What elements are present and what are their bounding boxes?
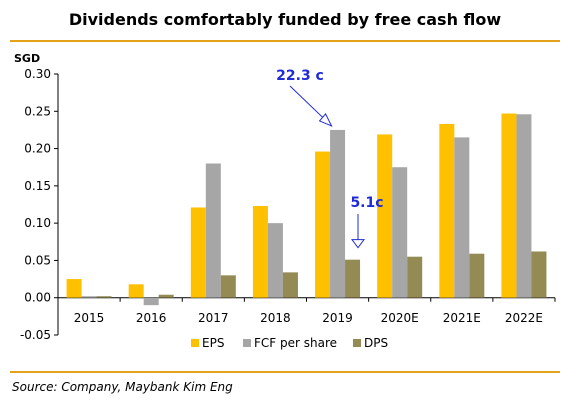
bar-dps-2019: [345, 259, 361, 298]
bar-eps-2015: [66, 279, 82, 298]
x-tick-label: 2015: [74, 311, 105, 325]
y-tick-label: 0.00: [24, 291, 51, 305]
bar-fcf-per-share-2018: [267, 223, 283, 298]
bar-fcf-per-share-2015: [81, 296, 97, 298]
bar-dps-2016: [158, 294, 174, 298]
bar-eps-2019: [315, 151, 331, 298]
annotation-arrowhead: [351, 239, 365, 249]
legend-label-fcf-per-share: FCF per share: [254, 336, 337, 350]
bar-fcf-per-share-2016: [143, 297, 159, 306]
chart-title: Dividends comfortably funded by free cas…: [68, 10, 502, 29]
legend-swatch-eps: [191, 339, 199, 347]
y-tick-label: 0.30: [24, 67, 51, 81]
x-tick-label: 2018: [260, 311, 291, 325]
legend-label-dps: DPS: [364, 336, 388, 350]
legend-label-eps: EPS: [202, 336, 224, 350]
bar-dps-2020e: [407, 256, 423, 298]
annotation-label: 22.3 c: [276, 68, 324, 84]
bar-dps-2022e: [531, 251, 547, 298]
y-axis-unit: SGD: [14, 52, 40, 65]
x-tick-label: 2016: [136, 311, 167, 325]
bar-eps-2016: [128, 284, 144, 298]
x-tick-label: 2020E: [381, 311, 419, 325]
bar-dps-2017: [220, 275, 236, 298]
bar-eps-2018: [252, 205, 268, 298]
bar-fcf-per-share-2020e: [392, 167, 408, 298]
legend-swatch-fcf-per-share: [243, 339, 251, 347]
y-tick-label: 0.25: [24, 104, 51, 118]
bottom-rule: [10, 371, 560, 373]
bar-eps-2021e: [439, 123, 455, 298]
y-tick-label: -0.05: [20, 328, 51, 342]
y-tick-label: 0.10: [24, 216, 51, 230]
legend-swatch-dps: [353, 339, 361, 347]
source-note: Source: Company, Maybank Kim Eng: [12, 380, 233, 394]
bar-eps-2020e: [377, 134, 393, 298]
bar-eps-2017: [190, 207, 206, 298]
bar-fcf-per-share-2022e: [516, 114, 532, 298]
bar-dps-2015: [96, 296, 112, 298]
bar-dps-2018: [282, 272, 298, 298]
annotation-label: 5.1c: [350, 195, 383, 211]
bar-dps-2021e: [469, 253, 485, 298]
bar-fcf-per-share-2021e: [454, 137, 470, 298]
bar-fcf-per-share-2019: [330, 129, 346, 298]
y-tick-label: 0.20: [24, 142, 51, 156]
x-tick-label: 2022E: [505, 311, 543, 325]
y-tick-label: 0.15: [24, 179, 51, 193]
x-tick-label: 2021E: [443, 311, 481, 325]
top-rule: [10, 40, 560, 42]
y-tick-label: 0.05: [24, 253, 51, 267]
bar-fcf-per-share-2017: [205, 163, 221, 298]
x-tick-label: 2019: [322, 311, 353, 325]
bar-eps-2022e: [501, 113, 517, 298]
x-tick-label: 2017: [198, 311, 229, 325]
annotation-arrowhead: [318, 113, 333, 127]
